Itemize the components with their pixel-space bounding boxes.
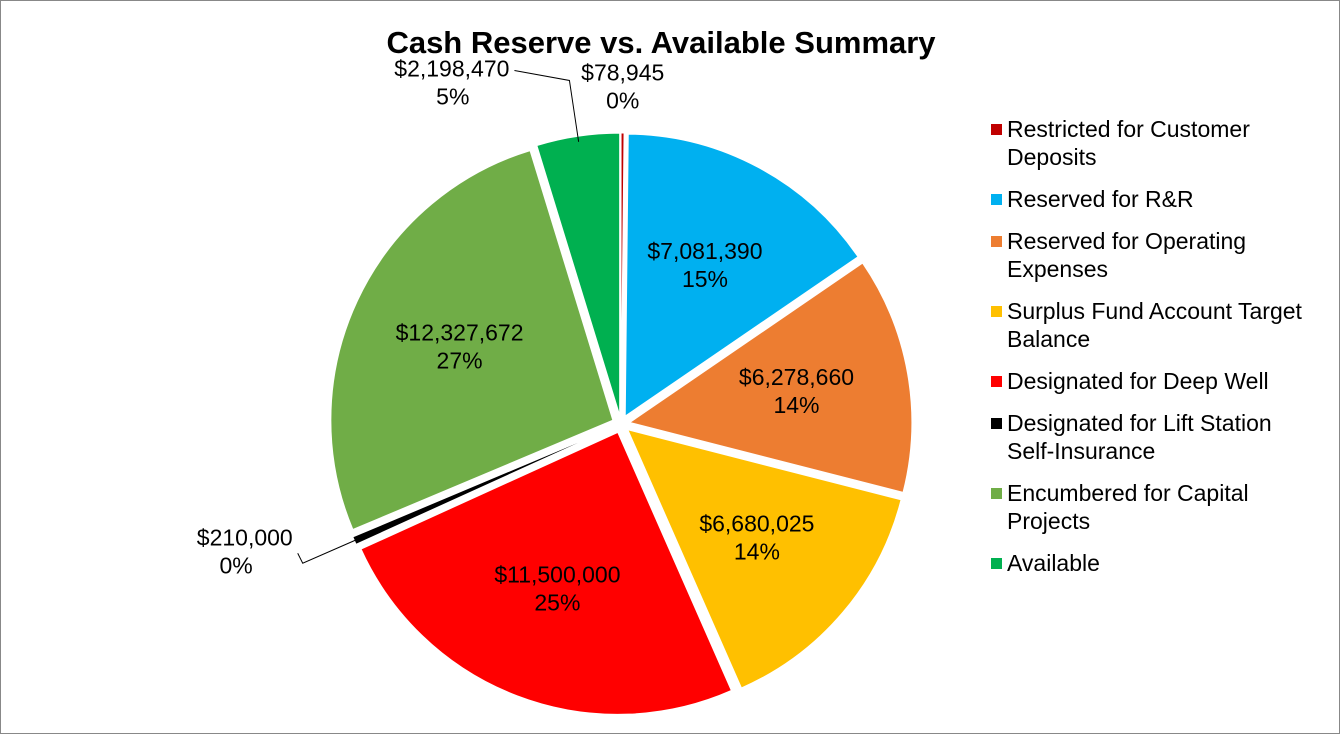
- percent-label: 15%: [682, 266, 728, 292]
- legend-label: Designated for Deep Well: [1007, 368, 1269, 394]
- legend-label: Surplus Fund Account Target Balance: [1007, 298, 1302, 352]
- legend-swatch: [991, 306, 1002, 317]
- legend-swatch: [991, 558, 1002, 569]
- legend-swatch: [991, 194, 1002, 205]
- pie-slice: [628, 262, 913, 494]
- legend-label: Reserved for R&R: [1007, 186, 1194, 212]
- legend-swatch: [991, 124, 1002, 135]
- data-label: $7,081,390: [647, 238, 762, 264]
- legend-swatch: [991, 236, 1002, 247]
- percent-label: 5%: [436, 84, 469, 110]
- pie-slice: [360, 431, 733, 715]
- legend-entry: Reserved for Operating Expenses: [991, 227, 1321, 283]
- legend-entry: Restricted for Customer Deposits: [991, 115, 1321, 171]
- data-label: $11,500,000: [494, 562, 620, 588]
- legend: Restricted for Customer Deposits Reserved…: [991, 115, 1321, 577]
- pie-slice: [626, 429, 902, 689]
- percent-label: 25%: [534, 590, 580, 616]
- data-label: $2,198,470: [394, 56, 509, 82]
- leader-line: [297, 537, 360, 564]
- data-label: $210,000: [197, 524, 293, 550]
- legend-entry: Designated for Lift Station Self-Insuran…: [991, 409, 1321, 465]
- data-label: $6,278,660: [739, 364, 854, 390]
- legend-swatch: [991, 488, 1002, 499]
- legend-label: Restricted for Customer Deposits: [1007, 116, 1250, 170]
- percent-label: 14%: [734, 538, 780, 564]
- legend-entry: Available: [991, 549, 1321, 577]
- data-label: $12,327,672: [396, 320, 524, 346]
- data-label: $78,945: [581, 59, 664, 85]
- percent-label: 0%: [219, 552, 252, 578]
- legend-entry: Surplus Fund Account Target Balance: [991, 297, 1321, 353]
- chart-title: Cash Reserve vs. Available Summary: [386, 25, 936, 60]
- legend-label: Encumbered for Capital Projects: [1007, 480, 1249, 534]
- legend-swatch: [991, 376, 1002, 387]
- legend-entry: Encumbered for Capital Projects: [991, 479, 1321, 535]
- leader-line: [514, 69, 580, 142]
- legend-label: Available: [1007, 550, 1100, 576]
- legend-entry: Reserved for R&R: [991, 185, 1321, 213]
- pie-slice: [620, 132, 625, 416]
- legend-swatch: [991, 418, 1002, 429]
- percent-label: 27%: [437, 348, 483, 374]
- pie-slice: [624, 133, 859, 418]
- legend-label: Reserved for Operating Expenses: [1007, 228, 1247, 282]
- data-label: $6,680,025: [699, 510, 814, 536]
- percent-label: 0%: [606, 87, 639, 113]
- legend-label: Designated for Lift Station Self-Insuran…: [1007, 410, 1272, 464]
- legend-entry: Designated for Deep Well: [991, 367, 1321, 395]
- pie-slice: [330, 149, 614, 531]
- percent-label: 14%: [773, 392, 819, 418]
